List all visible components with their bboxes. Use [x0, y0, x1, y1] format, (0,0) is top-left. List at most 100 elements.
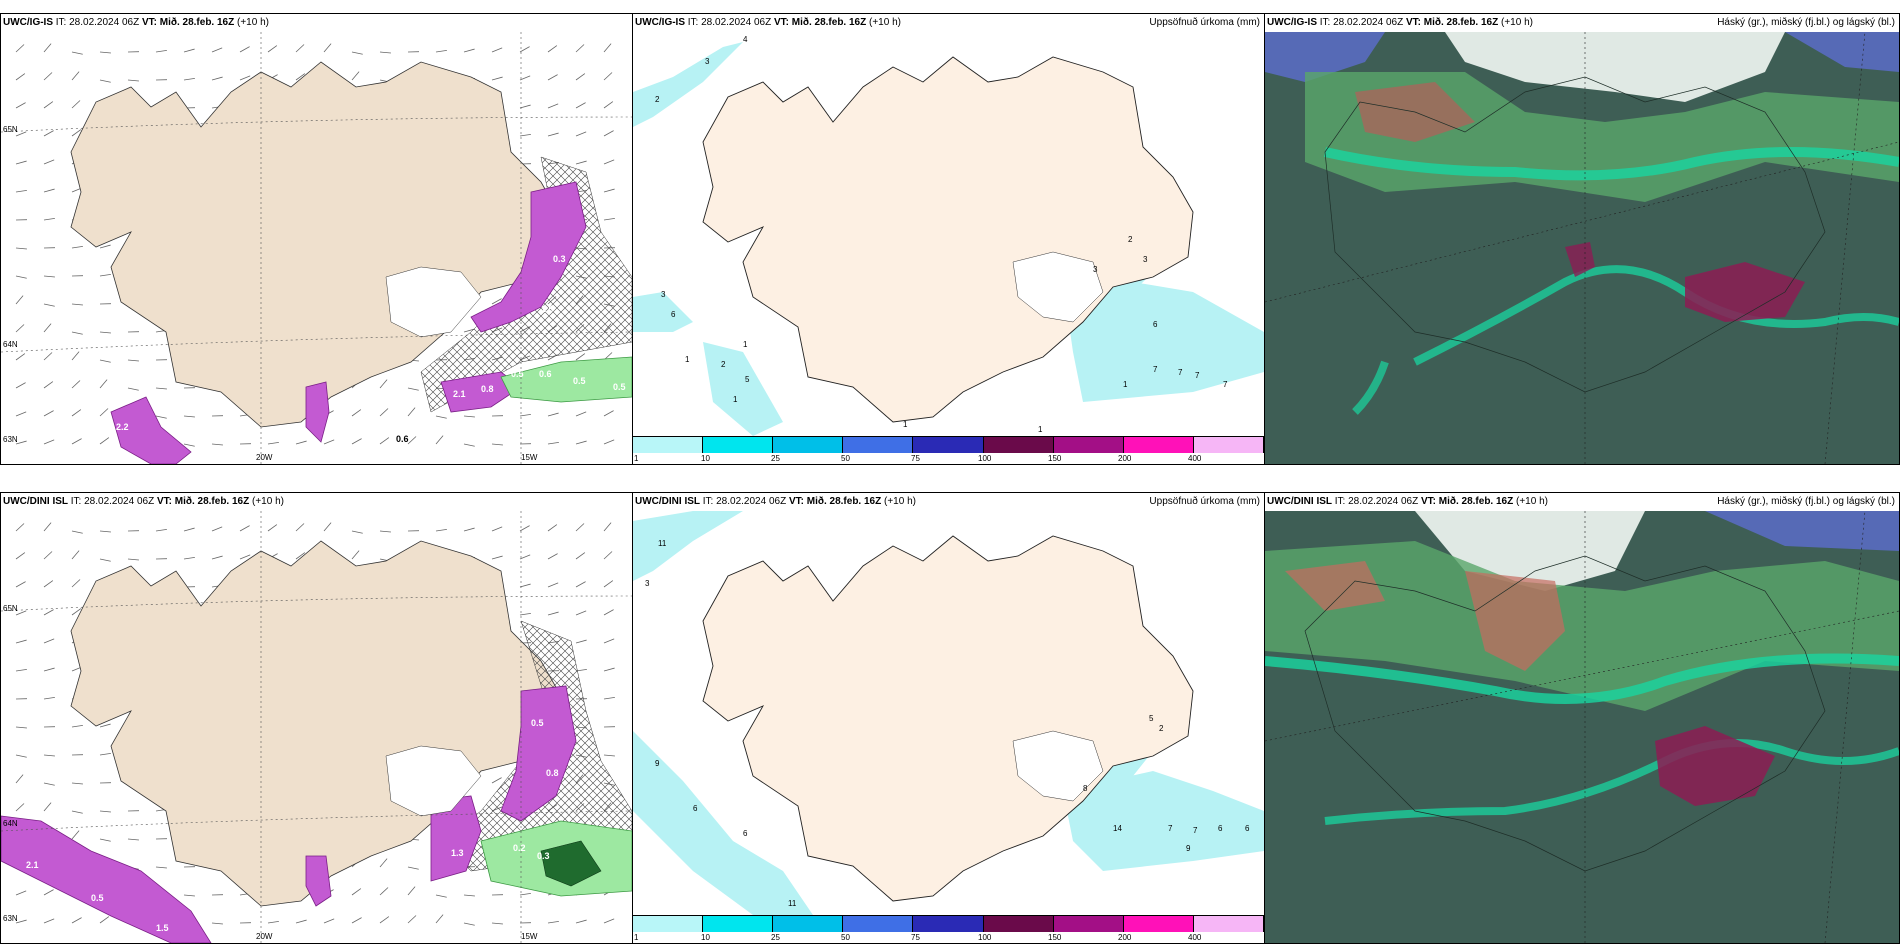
wind-barb	[43, 580, 54, 588]
wind-barb	[603, 918, 615, 924]
wind-barb	[407, 866, 419, 870]
wind-barb	[463, 48, 475, 53]
wind-barb	[603, 43, 612, 53]
wind-barb	[71, 830, 80, 840]
wind-barb	[71, 810, 83, 814]
svg-text:0.3: 0.3	[553, 254, 566, 264]
iceland-wind-map-svg: 65N 64N 63N 20W 15W 0.5 0.8 0.3 0.2 1.3 …	[1, 511, 632, 943]
wind-barb	[295, 552, 306, 560]
wind-barb	[267, 45, 278, 53]
svg-text:7: 7	[1153, 365, 1158, 374]
svg-text:3: 3	[705, 57, 710, 66]
precip-magenta-small	[305, 381, 330, 443]
wind-barb	[15, 610, 27, 616]
svg-text:3: 3	[1143, 255, 1148, 264]
wind-barb	[547, 103, 559, 109]
svg-text:2: 2	[721, 360, 726, 369]
svg-text:7: 7	[1195, 371, 1200, 380]
wind-barb	[71, 380, 81, 389]
precip-magenta-south	[430, 795, 482, 882]
wind-barb	[547, 132, 559, 137]
svg-text:7: 7	[1193, 826, 1198, 835]
svg-text:0.8: 0.8	[481, 384, 494, 394]
svg-text:0.6: 0.6	[539, 369, 552, 379]
wind-barb	[71, 245, 83, 249]
wind-barb	[575, 668, 587, 672]
wind-barb	[547, 920, 559, 924]
svg-text:1.5: 1.5	[156, 923, 169, 933]
wind-barb	[603, 159, 615, 165]
wind-barb	[267, 524, 278, 532]
wind-barb	[183, 415, 195, 418]
wind-barb	[43, 217, 55, 221]
cloud-map	[1265, 511, 1899, 943]
wind-barb	[267, 441, 279, 445]
wind-barb	[43, 159, 55, 165]
wind-barb	[43, 889, 54, 896]
wind-barb	[99, 723, 111, 728]
wind-barb	[71, 917, 82, 924]
wind-panel-row1: UWC/IG-IS IT: 28.02.2024 06Z VT: Mið. 28…	[0, 13, 633, 465]
wind-barb	[43, 72, 53, 81]
wind-barb	[155, 387, 167, 390]
wind-barb	[463, 415, 475, 418]
panel-subtitle: Uppsöfnuð úrkoma (mm)	[1149, 17, 1260, 28]
high-cloud-blue	[1705, 511, 1899, 551]
wind-barb	[379, 916, 390, 924]
svg-text:1: 1	[1123, 380, 1128, 389]
wind-barb	[15, 73, 26, 81]
wind-barb	[15, 247, 27, 250]
svg-text:3: 3	[645, 579, 650, 588]
mid-cloud-red	[1285, 561, 1565, 671]
precip-panel-row2: UWC/DINI ISL IT: 28.02.2024 06Z VT: Mið.…	[632, 492, 1265, 944]
svg-text:20W: 20W	[256, 453, 273, 462]
panel-subtitle: Uppsöfnuð úrkoma (mm)	[1149, 496, 1260, 507]
panel-title: UWC/IG-IS IT: 28.02.2024 06Z VT: Mið. 28…	[1267, 17, 1533, 28]
wind-barb	[43, 439, 55, 445]
wind-barb	[603, 609, 614, 616]
svg-text:2.1: 2.1	[453, 389, 466, 399]
svg-text:2.1: 2.1	[26, 860, 39, 870]
wind-barb	[99, 331, 111, 334]
wind-barb	[519, 583, 531, 588]
wind-barb	[71, 579, 81, 588]
wind-barb	[351, 888, 362, 896]
wind-barb	[575, 73, 586, 81]
svg-text:9: 9	[1186, 844, 1191, 853]
iceland-precip-map-svg: 4 3 2 3 6 1 1 2 5 1 1 1 2 3 3 6 7 7 7 7	[633, 32, 1264, 436]
svg-text:63N: 63N	[3, 914, 18, 923]
wind-barb	[379, 530, 391, 533]
wind-barb	[351, 917, 362, 924]
wind-barb	[15, 324, 25, 333]
svg-text:0.6: 0.6	[396, 434, 409, 444]
wind-barb	[43, 782, 55, 786]
wind-barb	[603, 667, 615, 672]
low-cloud-cyan-band	[1323, 147, 1899, 181]
wind-barb	[379, 379, 388, 389]
svg-text:6: 6	[693, 804, 698, 813]
wind-barb	[575, 160, 587, 165]
wind-barb	[547, 441, 559, 445]
wind-barb	[71, 550, 80, 560]
precip-colorbar: 1 10 25 50 75 100 150 200 400	[633, 915, 1264, 943]
wind-barb	[99, 752, 111, 756]
precip-panel-row1: UWC/IG-IS IT: 28.02.2024 06Z VT: Mið. 28…	[632, 13, 1265, 465]
wind-barb	[43, 802, 52, 812]
wind-barb	[463, 922, 475, 926]
svg-text:1.3: 1.3	[451, 848, 464, 858]
wind-barb	[15, 552, 26, 560]
wind-barb	[43, 352, 53, 361]
svg-text:9: 9	[655, 759, 660, 768]
wind-barb	[71, 129, 82, 137]
wind-value-labels: 0.5 0.6 0.5 0.5 2.1 0.8 0.3 1.5 0.6 2.2	[116, 254, 626, 444]
svg-text:20W: 20W	[256, 932, 273, 941]
wind-barb	[211, 443, 223, 446]
svg-text:1: 1	[743, 340, 748, 349]
svg-text:11: 11	[788, 899, 797, 908]
precip-sea-southwest	[633, 731, 813, 915]
precip-magenta-coast	[470, 181, 587, 333]
wind-barb	[15, 774, 24, 784]
svg-text:2: 2	[655, 95, 660, 104]
cloud-panel-row1: UWC/IG-IS IT: 28.02.2024 06Z VT: Mið. 28…	[1264, 13, 1900, 465]
wind-barb	[99, 838, 111, 842]
